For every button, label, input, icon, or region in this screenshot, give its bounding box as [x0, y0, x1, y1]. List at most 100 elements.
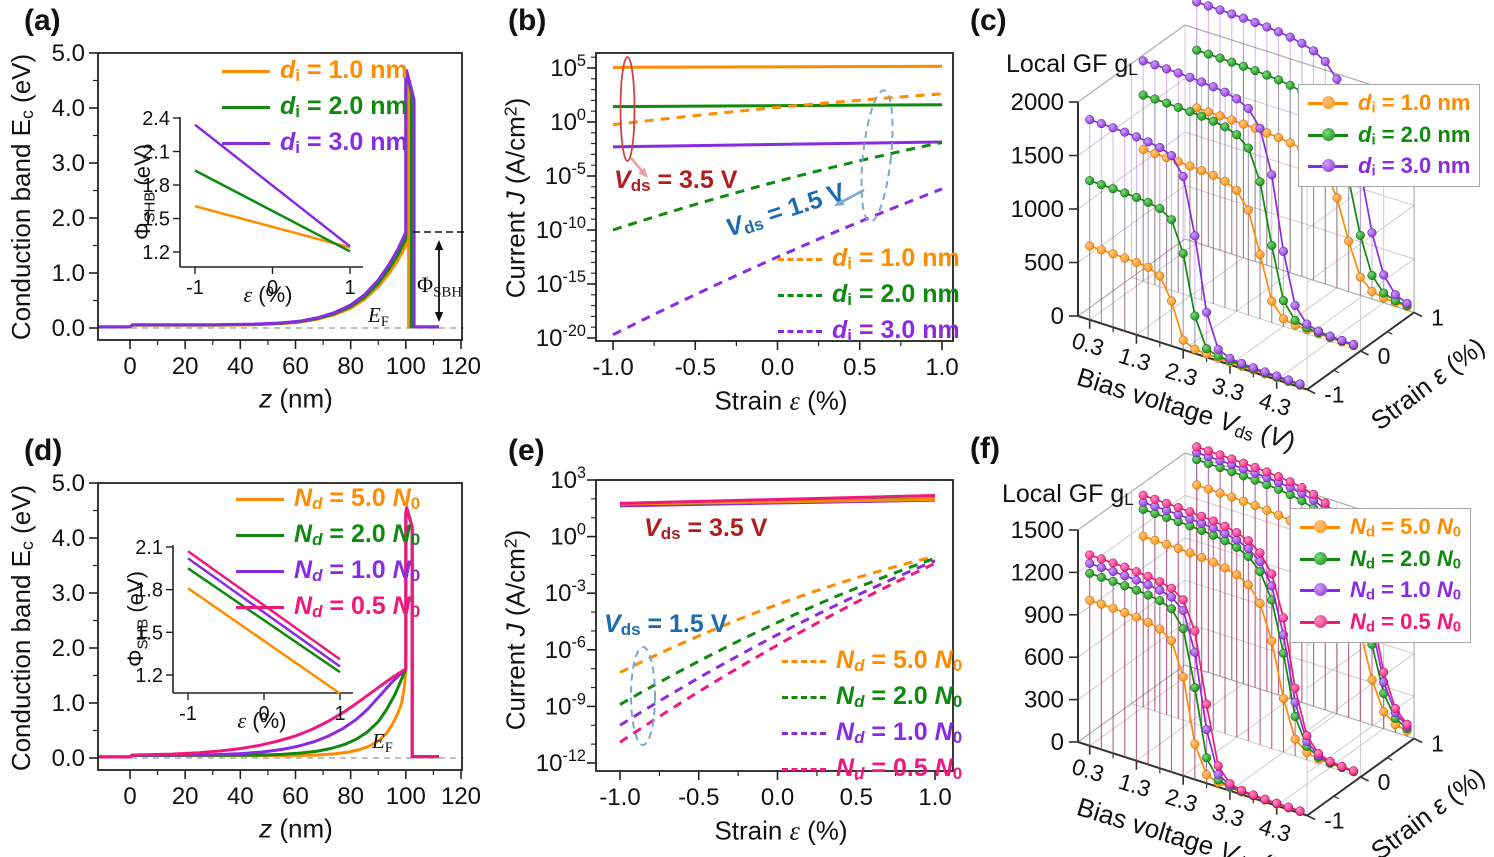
svg-text:0.0: 0.0: [761, 354, 794, 381]
svg-text:100: 100: [386, 783, 426, 810]
legend-label: Nd = 2.0 N0: [1350, 545, 1462, 573]
svg-text:ε (%): ε (%): [238, 708, 287, 733]
svg-text:0: 0: [1378, 343, 1391, 369]
panel-e-vds15-annotation: Vds = 1.5 V: [604, 610, 728, 640]
panel-e-vds35-annotation: Vds = 3.5 V: [644, 514, 768, 544]
panel-c-title: Local GF gL: [1006, 50, 1138, 80]
panel-c-legend: di = 1.0 nm di = 2.0 nm di = 3.0 nm: [1298, 84, 1481, 188]
svg-text:3.3: 3.3: [1209, 798, 1247, 832]
panel-a-xlabel: z (nm): [259, 383, 333, 414]
svg-text:0.5: 0.5: [840, 784, 873, 811]
svg-text:4.0: 4.0: [52, 525, 85, 552]
legend-line: [222, 141, 270, 145]
svg-text:1.2: 1.2: [142, 242, 170, 264]
legend-row: di = 1.0 nm: [778, 244, 960, 274]
svg-text:4.3: 4.3: [1256, 813, 1294, 847]
svg-text:1500: 1500: [1011, 517, 1064, 544]
svg-text:-1.0: -1.0: [599, 784, 640, 811]
svg-text:300: 300: [1024, 687, 1064, 714]
legend-label: Nd = 5.0 N0: [836, 646, 963, 676]
svg-text:1.0: 1.0: [918, 784, 951, 811]
panel-e-legend: Nd = 5.0 N0 Nd = 2.0 N0 Nd = 1.0 N0 Nd = 0.…: [782, 646, 962, 790]
svg-text:80: 80: [337, 783, 364, 810]
legend-label: Nd = 2.0 N0: [836, 682, 963, 712]
svg-text:ΦSHB (eV): ΦSHB (eV): [130, 144, 158, 240]
svg-text:0.0: 0.0: [761, 784, 794, 811]
svg-text:0: 0: [123, 783, 136, 810]
legend-line: [1308, 159, 1348, 173]
svg-text:1.3: 1.3: [1116, 768, 1154, 802]
svg-text:1: 1: [334, 703, 345, 725]
legend-row: Nd = 0.5 N0: [782, 754, 962, 784]
svg-text:1000: 1000: [1011, 196, 1064, 223]
svg-text:ε (%): ε (%): [244, 282, 293, 307]
legend-line: [782, 767, 826, 771]
legend-line: [782, 731, 826, 735]
svg-text:1: 1: [344, 277, 355, 299]
svg-text:3.0: 3.0: [52, 150, 85, 177]
panel-e-plot: -1.0 -0.5 0.0 0.5 1.0 103 100 10-3 10-6 10-9 10-12: [536, 464, 954, 811]
svg-text:2.3: 2.3: [1162, 357, 1200, 391]
panel-b-ylabel: Current J (A/cm2): [500, 97, 531, 299]
legend-row: di = 2.0 nm: [1308, 121, 1471, 149]
legend-row: di = 3.0 nm: [1308, 153, 1470, 180]
legend-row: di = 1.0 nm: [1308, 90, 1470, 117]
legend-row: di = 2.0 nm: [222, 92, 408, 122]
svg-text:10-12: 10-12: [536, 747, 586, 777]
legend-line: [1300, 551, 1340, 565]
legend-row: Nd = 2.0 N0: [236, 520, 420, 550]
svg-text:40: 40: [227, 783, 254, 810]
legend-label: Nd = 1.0 N0: [836, 718, 963, 748]
svg-text:20: 20: [172, 783, 199, 810]
svg-text:-1.0: -1.0: [592, 354, 633, 381]
svg-text:100: 100: [386, 353, 426, 380]
svg-text:1: 1: [1431, 731, 1444, 757]
svg-text:-1: -1: [186, 277, 204, 299]
legend-line: [1308, 95, 1348, 109]
svg-text:10-6: 10-6: [545, 634, 586, 664]
svg-text:1.0: 1.0: [52, 690, 85, 717]
svg-text:0.3: 0.3: [1069, 753, 1107, 787]
legend-line: [1300, 614, 1340, 628]
svg-text:120: 120: [441, 783, 481, 810]
legend-row: Nd = 1.0 N0: [782, 718, 962, 748]
legend-label: Nd = 2.0 N0: [294, 520, 421, 550]
svg-text:10-10: 10-10: [536, 214, 586, 244]
svg-text:3.0: 3.0: [52, 580, 85, 607]
panel-f-legend: Nd = 5.0 N0 Nd = 2.0 N0 Nd = 1.0 N0 Nd = 0.…: [1290, 508, 1472, 643]
legend-row: Nd = 1.0 N0: [1300, 577, 1461, 604]
panel-e-xlabel: Strain ε (%): [714, 815, 848, 846]
legend-label: Nd = 0.5 N0: [1350, 609, 1462, 636]
svg-text:0.0: 0.0: [52, 315, 85, 342]
panel-d-ylabel: Conduction band Ec (eV): [5, 484, 38, 772]
legend-row: Nd = 2.0 N0: [1300, 545, 1462, 573]
svg-text:80: 80: [337, 353, 364, 380]
legend-label: di = 3.0 nm: [1358, 153, 1471, 181]
svg-text:60: 60: [282, 353, 309, 380]
legend-marker: [1322, 159, 1335, 173]
panel-f-title: Local GF gL: [1002, 480, 1134, 510]
legend-line: [236, 533, 284, 537]
legend-marker: [1314, 519, 1327, 533]
panel-b-legend: di = 1.0 nm di = 2.0 nm di = 3.0 nm: [778, 244, 960, 352]
legend-row: di = 3.0 nm: [222, 128, 408, 158]
svg-text:ΦSHB (eV): ΦSHB (eV): [123, 571, 151, 667]
svg-text:1.2: 1.2: [135, 665, 163, 687]
svg-text:0.0: 0.0: [52, 745, 85, 772]
legend-line: [1300, 519, 1340, 533]
svg-text:1.5: 1.5: [135, 622, 163, 644]
legend-row: di = 1.0 nm: [222, 56, 408, 86]
legend-line: [778, 257, 822, 261]
legend-marker: [1314, 551, 1327, 565]
svg-text:2.0: 2.0: [52, 205, 85, 232]
panel-b-vds35-annotation: Vds = 3.5 V: [614, 166, 738, 196]
legend-label: di = 2.0 nm: [832, 280, 960, 310]
legend-label: Nd = 1.0 N0: [294, 556, 421, 586]
svg-text:-0.5: -0.5: [675, 354, 716, 381]
legend-line: [236, 497, 284, 501]
svg-text:5.0: 5.0: [52, 40, 85, 67]
legend-label: di = 2.0 nm: [1358, 121, 1471, 149]
legend-line: [778, 329, 822, 333]
legend-line: [222, 69, 270, 73]
legend-line: [778, 293, 822, 297]
